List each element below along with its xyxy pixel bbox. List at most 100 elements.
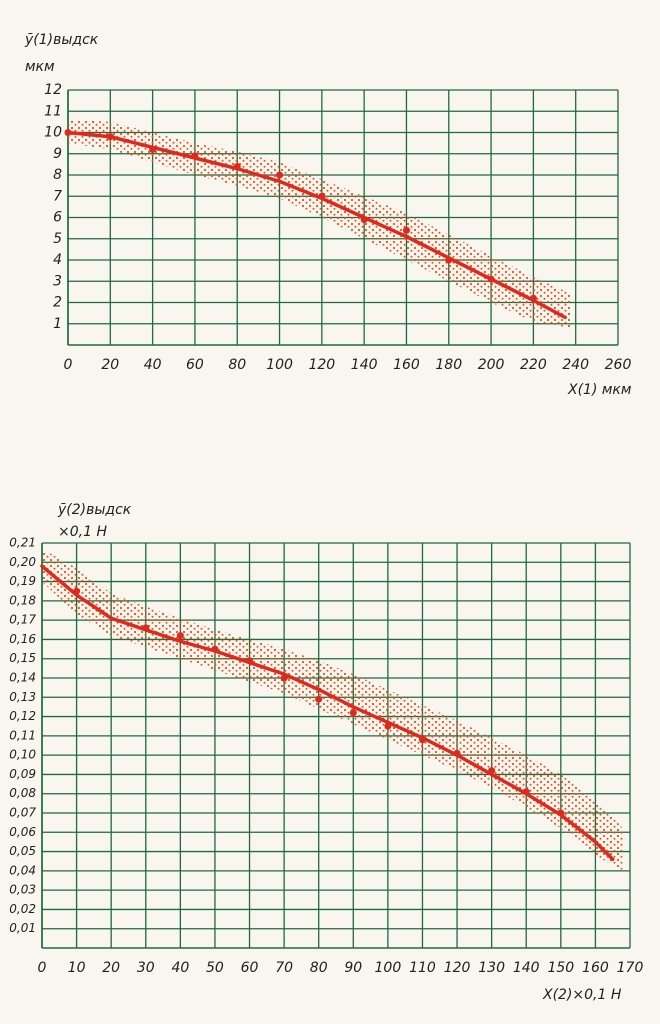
mean-point	[445, 256, 453, 264]
x-tick-label: 20	[102, 960, 120, 976]
x-tick-label: 170	[617, 960, 644, 976]
mean-point	[318, 192, 326, 200]
y-tick-label: 0,10	[9, 748, 36, 762]
y-tick-label: 0,06	[9, 825, 36, 839]
x-tick-label: 40	[171, 960, 189, 976]
x-tick-label: 140	[351, 357, 378, 373]
y-tick-label: 11	[44, 103, 62, 119]
x-tick-label: 220	[520, 357, 547, 373]
mean-point	[106, 133, 114, 141]
mean-point	[149, 146, 157, 153]
y-tick-label: 0,02	[9, 902, 36, 916]
x-tick-label: 240	[562, 357, 589, 373]
y-axis-unit: ×0,1 Н	[58, 524, 107, 540]
x-tick-label: 0	[38, 960, 47, 976]
mean-point	[191, 152, 199, 160]
x-tick-label: 30	[137, 960, 155, 976]
y-tick-label: 10	[44, 125, 62, 141]
mean-point	[246, 657, 254, 665]
x-tick-label: 130	[478, 960, 505, 976]
y-tick-label: 0,11	[9, 728, 36, 742]
x-tick-label: 0	[64, 357, 73, 373]
mean-point	[349, 709, 357, 717]
x-tick-label: 80	[310, 960, 328, 976]
x-tick-label: 50	[206, 960, 224, 976]
y-tick-label: 0,08	[9, 786, 36, 800]
y-tick-label: 0,04	[9, 863, 36, 877]
mean-point	[487, 275, 495, 283]
y-tick-label: 9	[53, 146, 62, 162]
mean-point	[233, 163, 241, 170]
y-tick-label: 2	[53, 295, 62, 311]
mean-point	[522, 788, 530, 796]
y-tick-label: 12	[44, 82, 62, 98]
y-tick-label: 0,05	[9, 844, 36, 858]
x-tick-label: 70	[275, 960, 293, 976]
x-tick-label: 180	[435, 357, 462, 373]
x-tick-label: 80	[228, 357, 246, 373]
y-tick-label: 0,15	[9, 651, 36, 665]
mean-point	[418, 736, 426, 744]
mean-point	[176, 632, 184, 640]
x-tick-label: 110	[409, 960, 436, 976]
mean-point	[384, 722, 392, 730]
mean-point	[488, 767, 496, 775]
scatter-band	[68, 119, 572, 328]
y-tick-label: 0,01	[9, 921, 36, 935]
y-tick-label: 3	[53, 273, 62, 289]
x-tick-label: 160	[393, 357, 420, 373]
y-tick-label: 0,20	[9, 555, 36, 569]
y-axis-label: ȳ(2)выдск	[57, 502, 132, 518]
x-tick-label: 120	[308, 357, 335, 373]
mean-point	[142, 624, 150, 632]
y-tick-label: 5	[53, 231, 62, 247]
x-tick-label: 10	[68, 960, 86, 976]
x-tick-label: 100	[375, 960, 402, 976]
y-tick-label: 0,09	[9, 767, 36, 781]
mean-point	[360, 216, 368, 224]
y-axis-label: ȳ(1)выдск	[24, 32, 99, 48]
mean-point	[402, 226, 410, 234]
x-tick-label: 260	[605, 357, 632, 373]
y-tick-label: 0,13	[9, 690, 36, 704]
mean-point	[557, 809, 565, 817]
x-tick-label: 20	[101, 357, 119, 373]
y-tick-label: 4	[53, 252, 62, 268]
x-tick-label: 160	[582, 960, 609, 976]
x-axis-label: X(2)×0,1 Н	[542, 987, 622, 1003]
mean-point	[315, 695, 323, 703]
y-tick-label: 1	[53, 316, 62, 332]
mean-point	[64, 129, 72, 136]
x-tick-label: 100	[266, 357, 293, 373]
x-axis-label: X(1) мкм	[567, 382, 632, 398]
mean-point	[211, 645, 219, 653]
mean-point	[529, 294, 537, 302]
scatter-band	[42, 548, 624, 871]
x-tick-label: 200	[478, 357, 505, 373]
y-axis-unit: мкм	[25, 59, 55, 75]
x-tick-label: 60	[186, 357, 204, 373]
y-tick-label: 0,19	[9, 574, 36, 588]
y-tick-label: 6	[53, 210, 62, 226]
x-tick-label: 150	[547, 960, 574, 976]
y-tick-label: 0,17	[9, 613, 36, 627]
mean-point	[276, 171, 284, 179]
x-tick-label: 60	[241, 960, 259, 976]
y-tick-label: 8	[53, 167, 62, 183]
y-tick-label: 0,03	[9, 883, 36, 897]
y-tick-label: 0,12	[9, 709, 36, 723]
y-tick-label: 0,14	[9, 671, 36, 685]
fit-line	[40, 564, 615, 862]
x-tick-label: 120	[444, 960, 471, 976]
y-tick-label: 0,21	[9, 536, 36, 550]
y-tick-label: 0,18	[9, 593, 36, 607]
x-tick-label: 90	[344, 960, 362, 976]
mean-point	[453, 749, 461, 757]
y-tick-label: 0,07	[9, 806, 36, 820]
mean-point	[73, 587, 81, 595]
y-tick-label: 7	[53, 188, 62, 204]
y-tick-label: 0,16	[9, 632, 36, 646]
x-tick-label: 140	[513, 960, 540, 976]
mean-point	[280, 674, 288, 682]
